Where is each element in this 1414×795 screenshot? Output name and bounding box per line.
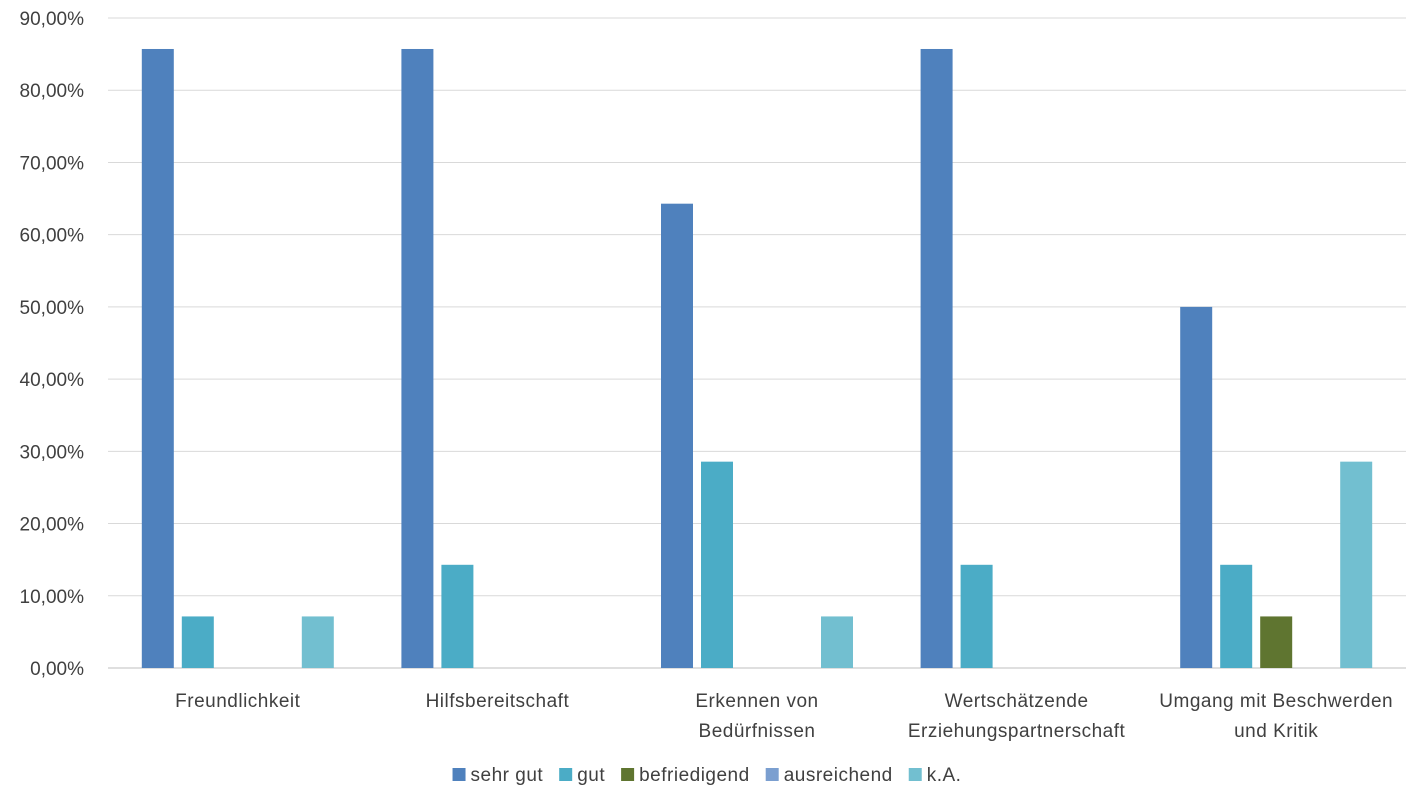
- legend-label: sehr gut: [471, 765, 544, 786]
- bar-k-a--3: [821, 616, 853, 668]
- y-tick-label: 20,00%: [20, 515, 85, 536]
- x-category-label: Umgang mit Beschwerden: [1159, 691, 1393, 712]
- x-category-label: Freundlichkeit: [175, 691, 300, 712]
- y-axis-tick-labels: 0,00% 10,00% 20,00% 30,00% 40,00% 50,00% 60,00…: [20, 9, 85, 680]
- x-category-label: Hilfsbereitschaft: [426, 691, 570, 712]
- y-tick-label: 90,00%: [20, 9, 85, 30]
- legend-swatch: [908, 768, 922, 781]
- legend-swatch: [765, 768, 779, 781]
- x-category-label: Erkennen von: [695, 691, 818, 712]
- legend-swatch: [621, 768, 635, 781]
- bar-gut-2: [441, 564, 474, 668]
- legend-label: gut: [577, 765, 605, 786]
- x-category-label: und Kritik: [1234, 721, 1318, 742]
- legend-swatch: [559, 768, 573, 781]
- y-tick-label: 70,00%: [20, 153, 85, 174]
- y-tick-label: 30,00%: [20, 442, 85, 463]
- y-tick-label: 60,00%: [20, 226, 85, 247]
- y-tick-label: 50,00%: [20, 298, 85, 319]
- y-tick-label: 0,00%: [30, 659, 84, 680]
- x-category-label: Bedürfnissen: [699, 721, 816, 742]
- grid-lines: [108, 17, 1406, 669]
- y-tick-label: 40,00%: [20, 370, 85, 391]
- bar-sehr-gut-3: [661, 203, 693, 668]
- bar-k-a--1: [301, 616, 334, 668]
- legend: sehr gut gut befriedigend ausreichend k.A.: [452, 765, 962, 786]
- bar-sehr-gut-5: [1180, 306, 1213, 668]
- x-axis-category-labels: Freundlichkeit Hilfsbereitschaft Erkennen …: [175, 691, 1393, 742]
- bar-sehr-gut-4: [920, 48, 953, 668]
- x-category-label: Wertschätzende: [945, 691, 1089, 712]
- bar-sehr-gut-2: [401, 48, 434, 668]
- bar-gut-4: [960, 564, 993, 668]
- legend-label: befriedigend: [639, 765, 750, 786]
- y-tick-label: 80,00%: [20, 81, 85, 102]
- bar-gut-3: [701, 461, 733, 668]
- bar-sehr-gut-1: [141, 48, 174, 668]
- legend-swatch: [452, 768, 466, 781]
- y-tick-label: 10,00%: [20, 587, 85, 608]
- bars: [141, 48, 1373, 668]
- x-category-label: Erziehungspartnerschaft: [908, 721, 1126, 742]
- bar-gut-5: [1220, 564, 1253, 668]
- legend-label: k.A.: [927, 765, 962, 786]
- bar-befriedigend-5: [1260, 616, 1293, 668]
- legend-label: ausreichend: [784, 765, 893, 786]
- bar-k-a--5: [1340, 461, 1373, 668]
- bar-gut-1: [181, 616, 214, 668]
